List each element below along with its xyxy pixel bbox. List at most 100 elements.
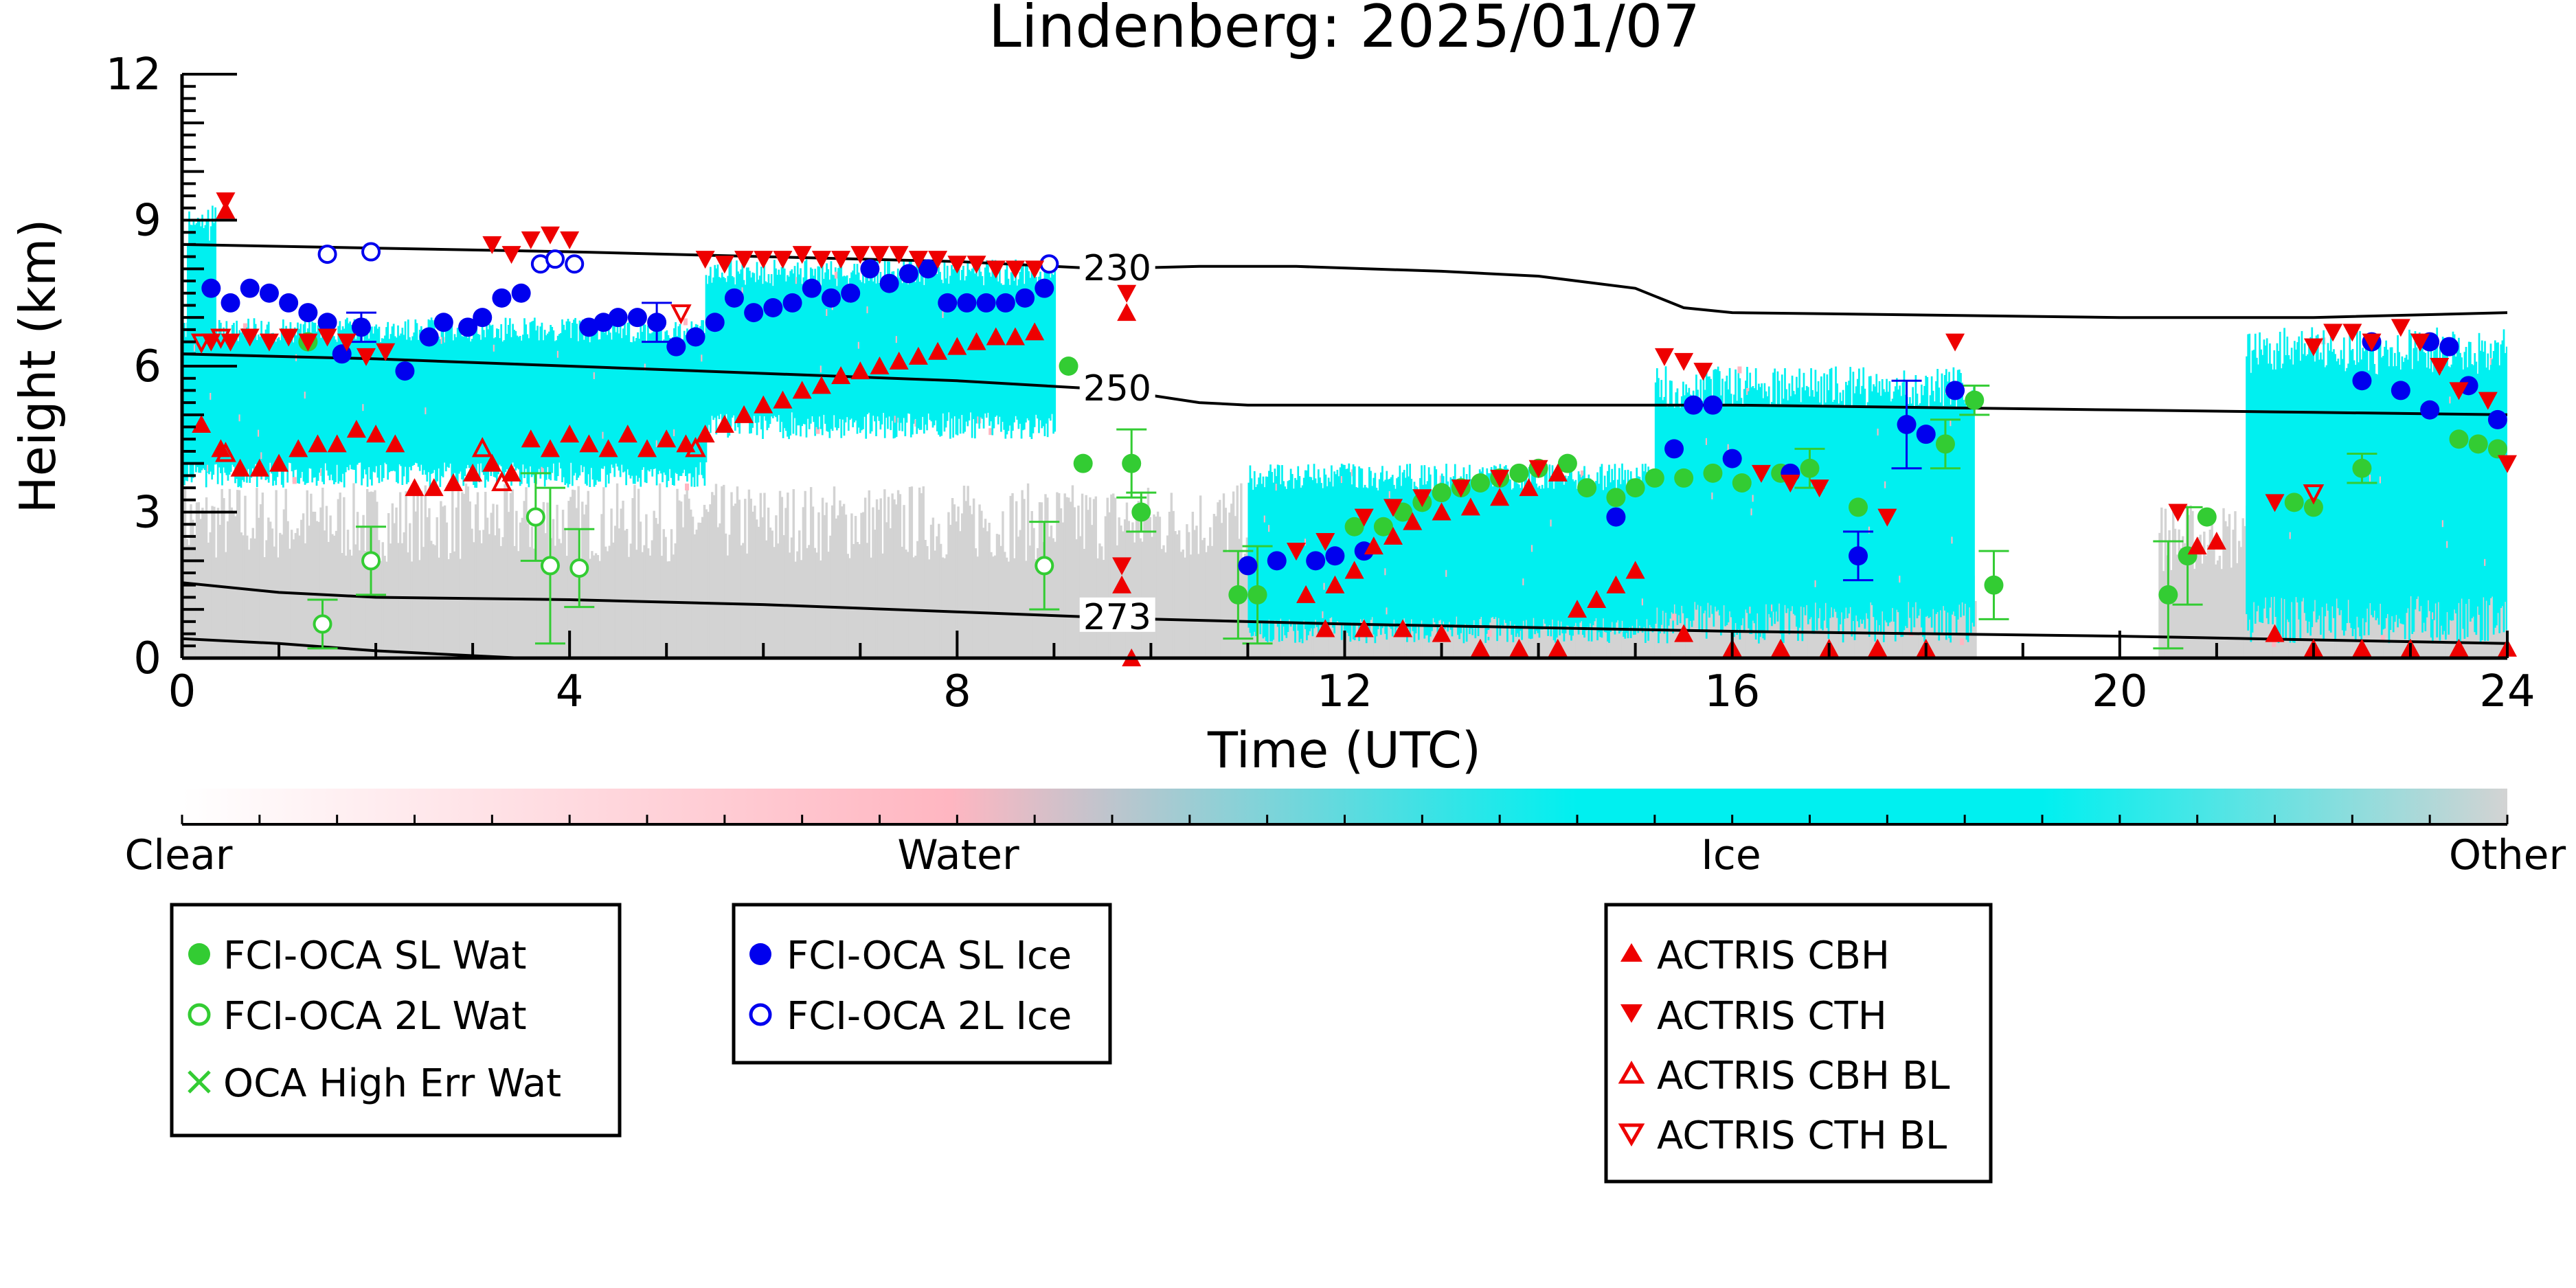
data-point (317, 328, 337, 347)
ice-streak (715, 268, 718, 435)
ice-streak (2386, 349, 2389, 614)
other-streak (1021, 490, 1024, 658)
other-streak (1110, 494, 1113, 658)
other-streak (306, 490, 308, 658)
ice-streak (953, 266, 956, 417)
other-streak (449, 553, 452, 658)
data-point (1509, 638, 1529, 657)
ice-streak (2424, 352, 2427, 631)
ice-streak (1008, 284, 1011, 426)
ice-streak (745, 267, 748, 413)
other-streak (928, 559, 931, 658)
other-streak (856, 541, 859, 658)
ice-streak (872, 281, 874, 416)
data-point (210, 328, 231, 349)
ice-streak (1781, 374, 1783, 643)
other-streak (1048, 536, 1051, 658)
other-streak (265, 540, 268, 658)
ice-streak (1574, 479, 1577, 623)
ice-streak (1659, 397, 1661, 633)
other-streak (602, 487, 605, 658)
legend-box-actris: ACTRIS CBH ACTRIS CTH ACTRIS CBH BL ACTR… (1604, 903, 1993, 1184)
ice-streak (1804, 390, 1807, 615)
other-streak (2237, 541, 2241, 658)
ice-streak (769, 283, 771, 425)
other-streak (615, 483, 619, 658)
other-streak (280, 534, 284, 658)
ice-streak (725, 282, 727, 414)
ice-streak (282, 319, 284, 488)
other-streak (2213, 547, 2215, 658)
other-streak (300, 519, 303, 658)
other-streak (1104, 516, 1107, 658)
ice-streak (1945, 369, 1947, 640)
ice-streak (433, 322, 436, 471)
other-streak (1162, 545, 1165, 658)
other-streak (2241, 518, 2244, 658)
ice-streak (1853, 393, 1856, 640)
ice-streak (887, 261, 889, 429)
ice-streak (679, 324, 681, 476)
ice-streak (2337, 359, 2340, 609)
data-point (1073, 453, 1093, 473)
data-point (565, 254, 585, 274)
ice-streak (2417, 361, 2419, 597)
other-streak (957, 506, 960, 658)
other-streak (507, 512, 510, 658)
ice-streak (435, 339, 437, 484)
ice-streak (2298, 336, 2301, 620)
data-point (540, 556, 560, 576)
data-point (1849, 497, 1868, 517)
ice-streak (653, 321, 655, 469)
ice-streak (264, 329, 267, 481)
other-streak (407, 552, 409, 658)
ice-streak (791, 269, 793, 413)
ice-streak (1646, 472, 1648, 620)
ice-streak (1680, 396, 1683, 606)
ice-streak (409, 337, 411, 467)
ice-streak (443, 342, 446, 463)
ice-streak (1429, 474, 1432, 637)
other-streak (690, 509, 692, 658)
ice-streak (1365, 487, 1368, 644)
ice-streak (401, 328, 404, 485)
ice-streak (418, 330, 421, 471)
ice-streak (293, 327, 296, 471)
other-streak (495, 504, 499, 658)
data-point (870, 357, 890, 374)
other-streak (2220, 569, 2223, 658)
other-streak (1889, 604, 1892, 658)
other-streak (1241, 558, 1245, 658)
ice-streak (1948, 372, 1950, 639)
ice-streak (536, 326, 539, 475)
ice-streak (361, 333, 363, 486)
ice-streak (2407, 359, 2409, 609)
data-point (1122, 453, 1142, 473)
other-streak (683, 494, 687, 658)
ice-streak (638, 339, 641, 478)
ice-streak (1283, 481, 1285, 627)
isotherm-label-bg (1079, 248, 1155, 283)
ice-streak (1778, 381, 1781, 604)
ice-streak (598, 339, 600, 482)
ice-streak (2354, 365, 2357, 641)
ice-streak (250, 332, 253, 478)
ice-streak (2279, 332, 2281, 637)
data-point (1984, 575, 2004, 595)
ice-streak (460, 330, 462, 472)
other-streak (1135, 506, 1138, 658)
other-streak (506, 483, 508, 658)
ice-streak (2379, 341, 2382, 604)
ice-streak (2478, 332, 2481, 615)
other-streak (899, 494, 902, 658)
data-point (216, 192, 236, 211)
ice-streak (642, 321, 645, 468)
ice-streak (438, 337, 440, 468)
other-streak (901, 546, 903, 658)
data-point (2391, 381, 2410, 400)
ice-streak (2287, 355, 2290, 622)
ice-streak (523, 318, 526, 479)
other-streak (596, 555, 600, 658)
ice-streak (1838, 403, 1840, 633)
